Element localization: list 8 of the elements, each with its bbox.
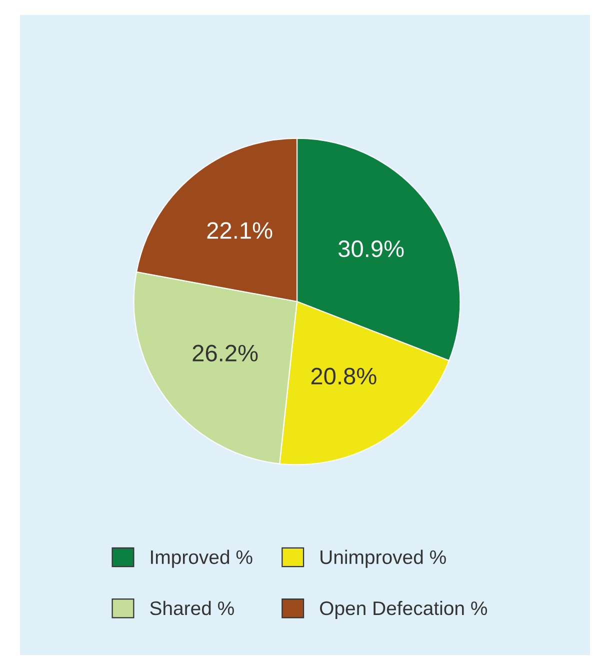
data-label: 26.2%: [192, 344, 258, 362]
legend-label: Open Defecation %: [320, 600, 488, 619]
data-label: 22.1%: [207, 222, 272, 239]
legend-label: Shared %: [150, 600, 234, 616]
legend-label: Unimproved %: [320, 550, 446, 568]
legend-label: Improved %: [151, 550, 252, 568]
data-label: 30.9%: [338, 240, 404, 258]
data-label: 20.8%: [311, 368, 376, 385]
